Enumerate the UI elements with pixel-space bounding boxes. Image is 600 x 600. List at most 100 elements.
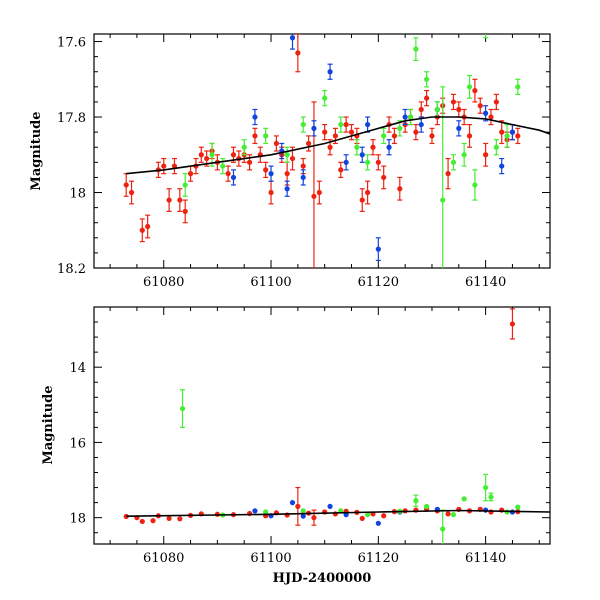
top-y-tick-label: 18 [69,187,86,202]
bottom-panel-data [123,308,550,544]
data-point-green [472,182,478,188]
data-point-red [375,159,381,165]
data-point-red [145,223,151,230]
data-point-green [440,197,446,203]
data-point-green [300,508,306,514]
data-point-red [499,129,505,135]
data-point-green [440,526,446,532]
data-point-red [424,95,430,101]
data-point-green [483,484,489,491]
data-point-blue [386,144,392,150]
top-y-tick-label: 17.8 [57,111,86,126]
data-point-green [182,182,188,188]
data-point-red [418,106,424,113]
bottom-panel: 61080 61100 61120 61140 14 16 18 Magnitude HJD… [41,306,551,586]
data-point-red [413,129,419,135]
data-point-green [515,84,521,90]
data-point-blue [402,114,408,120]
data-point-green [493,144,499,150]
data-point-red [187,171,194,177]
data-point-red [177,197,183,203]
data-point-red [445,511,451,517]
data-point-red [450,99,457,105]
data-point-red [225,171,231,177]
bottom-x-tick-label: 61100 [250,551,291,566]
data-point-blue [311,125,317,131]
data-point-red [327,144,333,150]
data-point-red [316,189,322,196]
data-point-red [359,197,365,203]
top-fit-curve [126,116,550,175]
data-point-green [515,504,521,510]
data-point-red [166,197,172,203]
data-point-red [198,152,204,158]
data-point-blue [509,129,516,135]
data-point-green [424,76,430,82]
data-point-red [300,163,306,169]
data-point-red [391,133,398,139]
data-point-green [263,133,269,139]
data-point-red [252,133,258,139]
data-point-red [289,155,296,162]
data-point-red [123,513,129,520]
data-point-red [311,515,317,521]
data-point-green [466,84,473,90]
data-point-red [273,140,279,147]
data-point-green [241,144,247,150]
data-point-green [397,125,403,131]
data-point-green [504,133,510,139]
top-panel-data [123,34,550,268]
data-point-green [354,144,360,150]
data-point-red [230,152,237,158]
bottom-x-tick-label: 61120 [358,551,399,566]
data-point-red [381,513,387,519]
data-point-red [322,129,328,135]
data-point-red [365,189,371,196]
data-point-red [493,99,499,105]
data-point-green [461,152,467,158]
data-point-green [284,152,290,158]
data-point-green [424,503,430,509]
data-point-red [338,167,344,173]
data-point-red [246,159,253,165]
top-x-tick-label: 61140 [465,275,506,290]
data-point-green [365,159,371,165]
data-point-red [284,171,290,177]
bottom-x-tick-label: 61080 [143,551,184,566]
data-point-green [365,512,371,518]
data-point-blue [327,69,333,75]
data-point-green [220,163,226,169]
data-point-green [263,509,269,515]
data-point-red [150,518,156,524]
data-point-red [305,140,312,147]
data-point-green [338,121,344,128]
data-point-blue [327,503,333,509]
top-y-tick-label: 17.6 [57,36,86,51]
data-point-red [182,208,188,214]
top-panel-ticks: 61080 61100 61120 61140 17.6 17.8 18 18.2 [57,34,550,290]
data-point-blue [252,114,258,120]
data-point-red [166,515,172,522]
data-point-red [204,155,210,162]
data-point-green [407,114,414,120]
data-point-blue [300,513,306,519]
data-point-green [461,496,467,502]
bottom-y-tick-label: 18 [69,512,86,527]
data-point-green [209,152,215,158]
top-panel: 61080 61100 61120 61140 17.6 17.8 18 18.2 Magni… [29,33,551,290]
data-point-red [263,167,269,173]
bottom-x-tick-label: 61140 [465,551,506,566]
data-point-red [488,114,494,120]
data-point-red [332,133,339,139]
data-point-red [509,321,516,327]
data-point-red [477,103,483,109]
data-point-green [381,133,387,139]
top-x-tick-label: 61100 [250,275,291,290]
data-point-blue [284,186,290,192]
bottom-y-axis-title: Magnitude [41,385,56,464]
data-point-green [322,95,328,101]
data-point-green [434,106,440,113]
top-panel-frame [93,33,551,269]
data-point-green [413,498,419,504]
data-point-red [445,171,451,177]
